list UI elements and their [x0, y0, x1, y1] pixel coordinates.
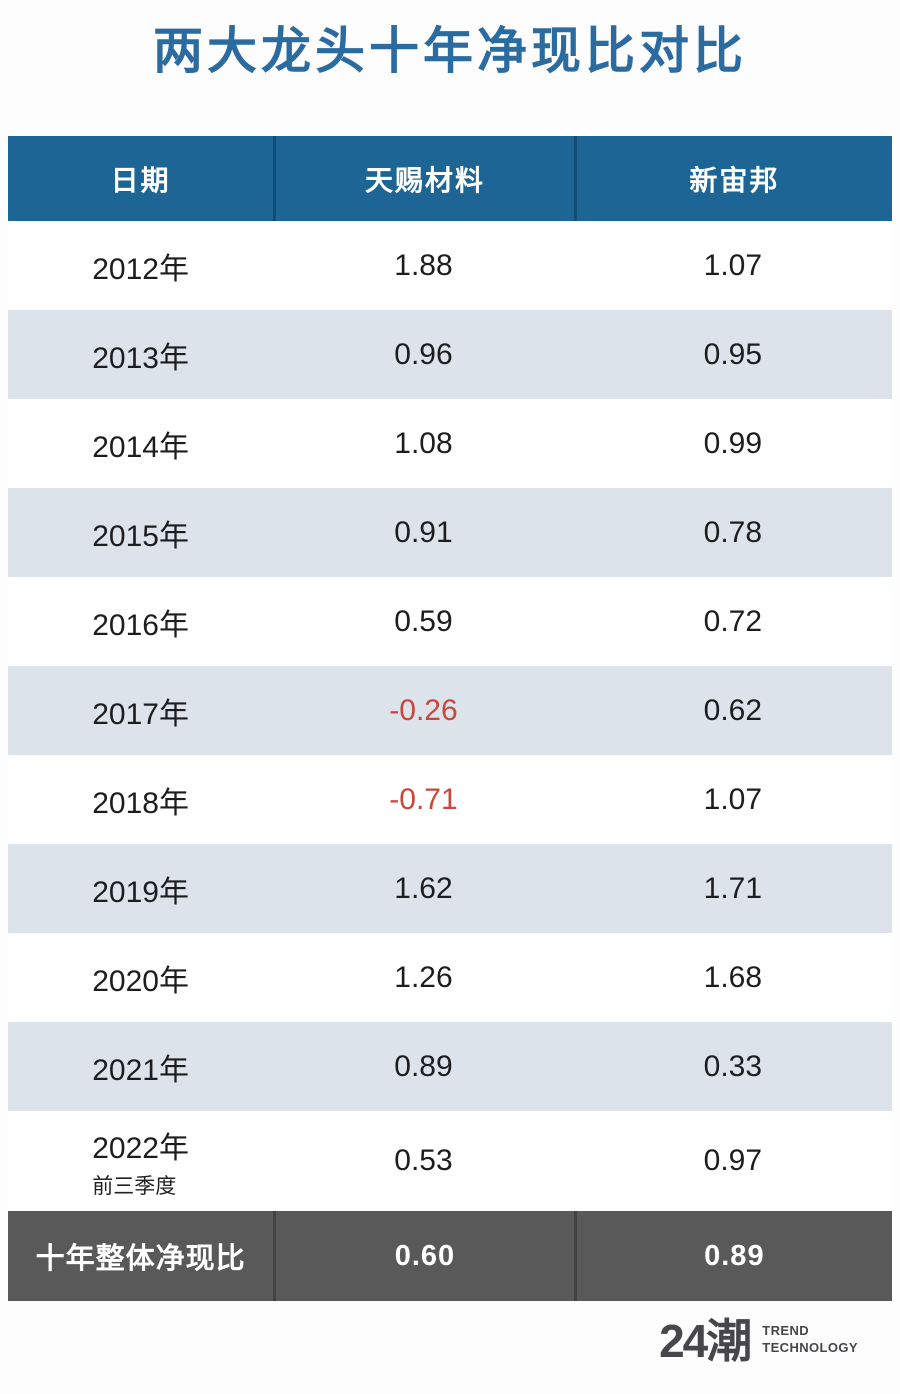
- year-cell: 2014年: [8, 399, 273, 488]
- year-cell: 2012年: [8, 221, 273, 310]
- table-footer-row: 十年整体净现比 0.60 0.89: [8, 1211, 892, 1301]
- value-cell-xinzhoubang: 1.07: [703, 248, 763, 282]
- table-row: 2017年 -0.26 0.62: [8, 666, 892, 755]
- year-label: 2012年: [92, 252, 189, 286]
- year-label: 2018年: [92, 786, 189, 820]
- footer-value-tianci: 0.60: [273, 1211, 574, 1301]
- year-label: 2021年: [92, 1053, 189, 1087]
- year-cell: 2018年: [8, 755, 273, 844]
- value-cell-xinzhoubang: 1.71: [703, 871, 763, 905]
- year-sublabel: 前三季度: [92, 1174, 177, 1198]
- logo-tagline-line2: TECHNOLOGY: [762, 1339, 858, 1355]
- table-header-row: 日期 天赐材料 新宙邦: [8, 136, 892, 221]
- value-cell-xinzhoubang: 0.95: [703, 337, 763, 371]
- table-row: 2015年 0.91 0.78: [8, 488, 892, 577]
- table-row: 2018年 -0.71 1.07: [8, 755, 892, 844]
- value-cell-tianci: 0.89: [394, 1049, 453, 1083]
- table-row: 2014年 1.08 0.99: [8, 399, 892, 488]
- value-cell-tianci: 1.08: [394, 426, 453, 460]
- table-row: 2012年 1.88 1.07: [8, 221, 892, 310]
- year-label: 2020年: [92, 964, 189, 998]
- year-cell: 2015年: [8, 488, 273, 577]
- table-row: 2019年 1.62 1.71: [8, 844, 892, 933]
- footer-value-xinzhoubang: 0.89: [573, 1211, 892, 1301]
- table-body: 2012年 1.88 1.07 2013年 0.96 0.95 2014年 1.08 0.99 2…: [8, 221, 892, 1211]
- year-cell: 2016年: [8, 577, 273, 666]
- value-cell-tianci: 1.88: [394, 248, 453, 282]
- logo-tagline: TREND TECHNOLOGY: [762, 1323, 858, 1357]
- comparison-table: 日期 天赐材料 新宙邦 2012年 1.88 1.07 2013年 0.96 0.95 20…: [8, 136, 892, 1301]
- value-cell-xinzhoubang: 0.62: [703, 693, 763, 727]
- table-row: 2016年 0.59 0.72: [8, 577, 892, 666]
- year-cell: 2013年: [8, 310, 273, 399]
- year-label: 2022年: [92, 1131, 189, 1165]
- year-label: 2014年: [92, 430, 189, 464]
- year-cell: 2022年前三季度: [8, 1111, 273, 1211]
- year-label: 2017年: [92, 697, 189, 731]
- header-cell-tianci: 天赐材料: [273, 136, 574, 221]
- year-label: 2016年: [92, 608, 189, 642]
- value-cell-tianci: 1.62: [394, 871, 453, 905]
- year-label: 2019年: [92, 875, 189, 909]
- header-cell-xinzhoubang: 新宙邦: [573, 136, 892, 221]
- footer-label: 十年整体净现比: [35, 1243, 246, 1275]
- year-cell: 2019年: [8, 844, 273, 933]
- table-row: 2022年前三季度 0.53 0.97: [8, 1111, 892, 1211]
- value-cell-xinzhoubang: 0.99: [703, 426, 763, 460]
- value-cell-xinzhoubang: 0.97: [703, 1144, 763, 1177]
- page-title: 两大龙头十年净现比对比: [153, 23, 747, 79]
- logo-24chao-mark: 24潮: [659, 1315, 752, 1367]
- year-cell: 2020年: [8, 933, 273, 1022]
- logo-tagline-line1: TREND: [762, 1323, 810, 1338]
- value-cell-tianci: -0.26: [389, 693, 458, 727]
- table-row: 2013年 0.96 0.95: [8, 310, 892, 399]
- value-cell-xinzhoubang: 1.68: [703, 960, 763, 994]
- year-cell: 2021年: [8, 1022, 273, 1111]
- value-cell-tianci: 1.26: [394, 960, 453, 994]
- table-row: 2021年 0.89 0.33: [8, 1022, 892, 1111]
- value-cell-tianci: 0.96: [394, 337, 453, 371]
- value-cell-tianci: 0.59: [394, 604, 453, 638]
- value-cell-xinzhoubang: 0.78: [703, 515, 763, 549]
- value-cell-tianci: -0.71: [389, 782, 458, 816]
- value-cell-xinzhoubang: 1.07: [703, 782, 763, 816]
- table-row: 2020年 1.26 1.68: [8, 933, 892, 1022]
- value-cell-tianci: 0.91: [394, 515, 453, 549]
- year-cell: 2017年: [8, 666, 273, 755]
- value-cell-xinzhoubang: 0.33: [703, 1049, 763, 1083]
- value-cell-xinzhoubang: 0.72: [703, 604, 763, 638]
- year-label: 2015年: [92, 519, 189, 553]
- brand-logo: 24潮 TREND TECHNOLOGY: [659, 1316, 858, 1367]
- year-label: 2013年: [92, 341, 189, 375]
- header-cell-date: 日期: [110, 164, 171, 196]
- value-cell-tianci: 0.53: [394, 1144, 453, 1177]
- infographic-page: 两大龙头十年净现比对比 日期 天赐材料 新宙邦 2012年 1.88 1.07 201…: [0, 23, 900, 1366]
